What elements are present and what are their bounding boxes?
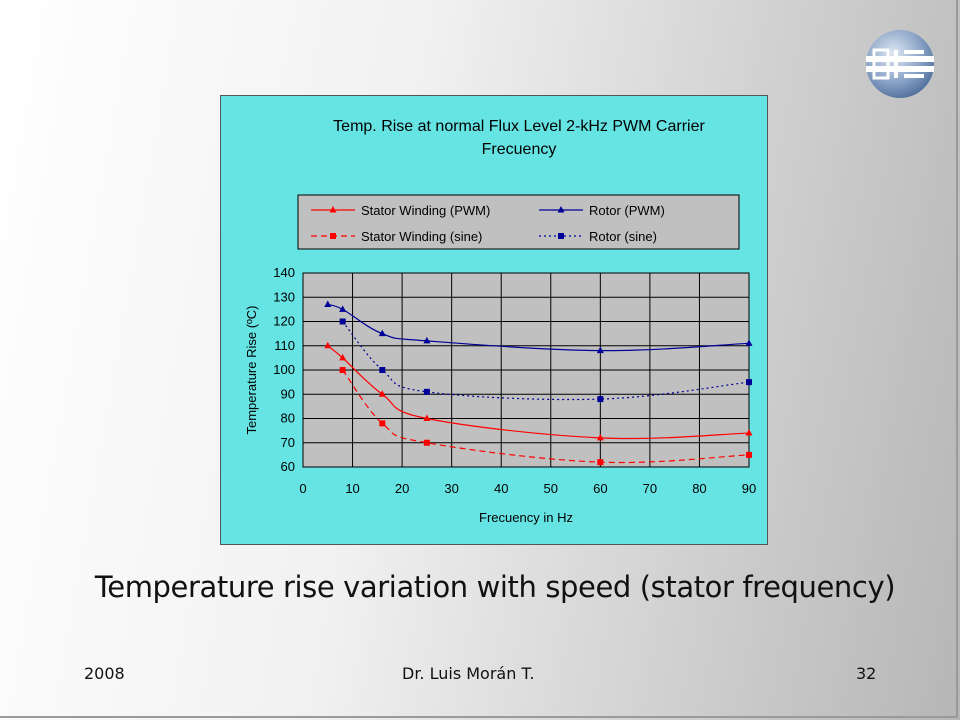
data-point [378, 390, 386, 397]
series-3 [339, 318, 752, 403]
data-point [339, 353, 347, 361]
series-line [342, 369, 750, 464]
legend-box [297, 194, 740, 250]
data-point [339, 318, 346, 325]
chart-title-line1: Temp. Rise at normal Flux Level 2-kHz PW… [333, 118, 705, 135]
legend: Stator Winding (PWM) Rotor (PWM) Stator Wi… [297, 194, 740, 250]
legend-label: Rotor (sine) [589, 229, 657, 244]
y-axis-label: Temperature Rise (ºC) [244, 305, 259, 434]
legend-label: Rotor (PWM) [589, 203, 665, 218]
legend-item-3: Rotor (sine) [539, 229, 657, 244]
data-point [423, 414, 431, 421]
y-tick-label: 70 [281, 435, 295, 450]
chart-title-line2: Frecuency [482, 141, 557, 158]
x-tick-label: 90 [742, 481, 756, 496]
legend-label: Stator Winding (sine) [361, 229, 482, 244]
data-point [339, 305, 347, 312]
data-point [423, 336, 431, 344]
footer-year: 2008 [84, 664, 125, 683]
data-point [379, 367, 386, 373]
series-0 [324, 341, 753, 441]
data-point [324, 341, 332, 349]
y-tick-label: 100 [273, 362, 295, 377]
x-tick-label: 20 [395, 481, 409, 496]
series-2 [339, 367, 752, 466]
data-point [745, 429, 753, 436]
y-tick-label: 110 [274, 338, 295, 353]
data-point [746, 379, 752, 386]
series-1 [324, 300, 753, 354]
data-point [379, 420, 386, 427]
data-point [423, 439, 430, 446]
y-tick-label: 90 [281, 386, 295, 401]
legend-label: Stator Winding (PWM) [361, 203, 490, 218]
footer-author: Dr. Luis Morán T. [402, 664, 535, 683]
x-tick-label: 30 [444, 481, 458, 496]
legend-marker [330, 233, 336, 239]
legend-marker [558, 233, 564, 239]
data-point [597, 459, 604, 466]
legend-item-1: Rotor (PWM) [539, 203, 665, 218]
y-tick-label: 130 [273, 289, 295, 304]
data-point [596, 346, 604, 354]
x-tick-label: 10 [345, 481, 359, 496]
chart-area: Temp. Rise at normal Flux Level 2-kHz PW… [220, 95, 768, 545]
x-axis-label: Frecuency in Hz [479, 510, 573, 525]
x-tick-label: 70 [643, 481, 657, 496]
x-tick-label: 60 [593, 481, 607, 496]
data-point [746, 451, 752, 458]
data-point [324, 300, 332, 308]
y-tick-label: 60 [281, 459, 295, 474]
x-tick-label: 40 [494, 481, 508, 496]
legend-marker [557, 206, 565, 213]
legend-item-2: Stator Winding (sine) [311, 229, 482, 244]
die-logo-icon [866, 30, 934, 98]
y-tick-label: 80 [281, 411, 295, 426]
y-tick-label: 140 [273, 265, 295, 280]
data-point [423, 388, 430, 395]
data-point [745, 339, 753, 346]
temperature-rise-chart: Temp. Rise at normal Flux Level 2-kHz PW… [244, 118, 756, 525]
x-tick-label: 50 [544, 481, 558, 496]
data-point [596, 433, 604, 441]
footer-page-number: 32 [856, 664, 877, 683]
data-point [339, 367, 346, 373]
legend-marker [329, 206, 337, 213]
legend-item-0: Stator Winding (PWM) [311, 203, 490, 218]
data-point [378, 329, 386, 337]
data-point [597, 396, 604, 403]
y-tick-label: 120 [273, 314, 295, 329]
x-tick-label: 0 [299, 481, 306, 496]
x-tick-label: 80 [692, 481, 706, 496]
slide-caption: Temperature rise variation with speed (s… [94, 570, 896, 604]
